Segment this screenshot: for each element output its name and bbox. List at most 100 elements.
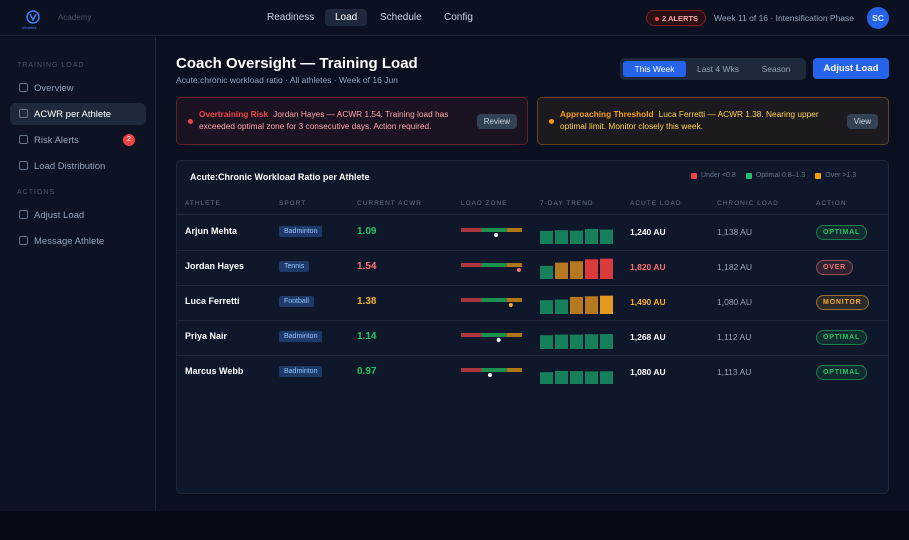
trend-bar [555,230,568,244]
action-badge[interactable]: OVER [816,260,854,275]
load-zone [461,333,522,342]
alert-body: Approaching Threshold Luca Ferretti — ACW… [560,108,827,132]
avatar[interactable]: SC [867,7,889,29]
sidebar-item[interactable]: Risk Alerts 2 [10,129,146,151]
trend [540,370,613,384]
chronic-load: 1,113 AU [717,367,752,377]
trend [540,295,613,314]
zone-segment [506,298,522,302]
nav-tab[interactable]: Readiness [267,12,315,23]
zone-segment [481,333,507,337]
trend-bar [600,295,613,314]
trend-bar [540,372,553,384]
column-header: LOAD ZONE [461,200,508,207]
trend-bar [540,335,553,349]
item-label: Message Athlete [34,236,105,247]
acwr: 0.97 [357,366,377,377]
alert-card: Approaching Threshold Luca Ferretti — ACW… [537,97,889,145]
load-zone [461,298,522,307]
sport-tag: Badminton [279,366,323,377]
section-title: ACTIONS [17,189,56,196]
badge: 2 [123,134,135,146]
trend-bar [570,371,583,384]
acwr-marker [496,338,501,342]
acwr-marker [487,373,492,377]
column-header: SPORT [279,200,307,207]
item-label: Overview [34,83,74,94]
page-title: Coach Oversight — Training Load [176,55,418,72]
chronic-load: 1,138 AU [717,227,752,237]
sidebar-item[interactable]: Message Athlete [10,230,146,252]
alert-title: Approaching Threshold [560,109,654,119]
column-header: ATHLETE [185,200,221,207]
zone-segment [506,228,522,232]
trend-bar [570,334,583,349]
column-header: CHRONIC LOAD [717,200,779,207]
action-badge[interactable]: OPTIMAL [816,225,868,240]
column-header: CURRENT ACWR [357,200,422,207]
athlete: Marcus Webb [185,366,244,376]
trend-bar [555,262,568,279]
item-label: ACWR per Athlete [34,109,112,120]
acute-load: 1,820 AU [630,262,666,272]
trend [540,228,613,244]
nav-tab[interactable]: Schedule [380,12,422,23]
legend-swatch [691,173,697,179]
alert-dot [188,119,193,124]
trend-bar [600,229,613,244]
load-zone [461,263,522,272]
period[interactable]: Season [761,64,791,74]
trend [540,258,613,279]
action-badge[interactable]: OPTIMAL [816,365,868,380]
action-badge[interactable]: MONITOR [816,295,869,310]
zone-segment [461,368,482,372]
zone-segment [506,368,522,372]
sidebar-item[interactable]: Overview [10,77,146,99]
acwr: 1.54 [357,261,377,272]
athlete: Arjun Mehta [185,226,238,236]
divider [177,285,888,286]
logo [26,10,40,24]
sidebar-item[interactable]: Adjust Load [10,204,146,226]
sport-tag: Football [279,296,314,307]
period[interactable]: This Week [623,61,686,77]
chronic-load: 1,080 AU [717,297,752,307]
divider [177,214,888,215]
acute-load: 1,080 AU [630,367,666,377]
sport-tag: Tennis [279,261,310,272]
sport-tag: Badminton [279,331,323,342]
divider [177,250,888,251]
alerts-pill[interactable]: 2 ALERTS [646,10,706,26]
period-toggle: This Week Last 4 Wks Season [620,58,806,80]
table-card [176,160,889,494]
zone-segment [506,333,522,337]
alert-title: Overtraining Risk [199,109,269,119]
week: Week 11 of 16 · Intensification Phase [714,13,855,23]
alerts-text: 2 ALERTS [662,14,698,23]
action-badge[interactable]: OPTIMAL [816,330,868,345]
zone-segment [481,368,507,372]
period[interactable]: Last 4 Wks [696,64,740,74]
alert-button[interactable]: Review [476,114,517,129]
top-bar: Verletes Academy Readiness Load Schedule… [0,0,909,36]
sidebar-item[interactable]: Load Distribution [10,155,146,177]
sidebar-item[interactable]: ACWR per Athlete [10,103,146,125]
acwr: 1.14 [357,331,377,342]
section-title: TRAINING LOAD [17,62,85,69]
adjust-button[interactable]: Adjust Load [813,58,889,79]
load-zone [461,228,522,237]
alert-button[interactable]: View [846,114,878,129]
trend-bar [585,228,598,244]
zone-segment [461,333,482,337]
legend-swatch [815,173,822,179]
nav-tab[interactable]: Load [325,9,368,26]
acute-load: 1,490 AU [630,297,666,307]
chronic-load: 1,182 AU [717,262,752,272]
athlete: Priya Nair [185,331,228,341]
nav-tab[interactable]: Config [444,12,473,23]
acwr-marker [508,303,513,307]
zone-segment [481,228,507,232]
trend-bar [600,371,613,384]
zone-segment [506,263,522,267]
